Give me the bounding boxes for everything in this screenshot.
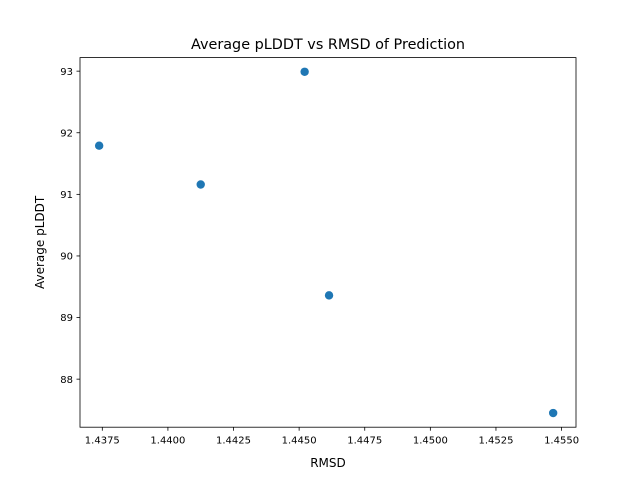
data-points [94,67,558,418]
x-tick-label: 1.4475 [347,436,382,447]
data-point [94,141,104,150]
x-tick-label: 1.4450 [282,436,317,447]
data-point [300,67,309,76]
plot-area-frame [79,57,577,428]
y-tick-label: 88 [60,375,73,386]
y-tick-label: 91 [60,190,73,201]
data-point [196,180,205,189]
x-axis-label: RMSD [310,456,346,470]
data-point [324,291,334,300]
x-tick-label: 1.4425 [216,436,251,447]
chart-title: Average pLDDT vs RMSD of Prediction [191,37,465,53]
x-tick-label: 1.4525 [478,436,513,447]
y-tick-label: 90 [60,252,73,263]
y-axis-label: Average pLDDT [33,195,47,289]
y-tick-label: 92 [60,128,73,139]
y-tick-label: 93 [60,67,73,78]
x-tick-label: 1.4400 [150,436,185,447]
x-axis-ticks: 1.4375 1.4400 1.4425 1.4450 1.4475 1.4500 1.45… [85,427,579,447]
x-tick-label: 1.4550 [544,436,579,447]
data-point [548,408,558,418]
y-axis-ticks: 88 89 90 91 92 93 [60,67,80,386]
y-tick-label: 89 [60,313,73,324]
x-tick-label: 1.4375 [85,436,120,447]
x-tick-label: 1.4500 [413,436,448,447]
